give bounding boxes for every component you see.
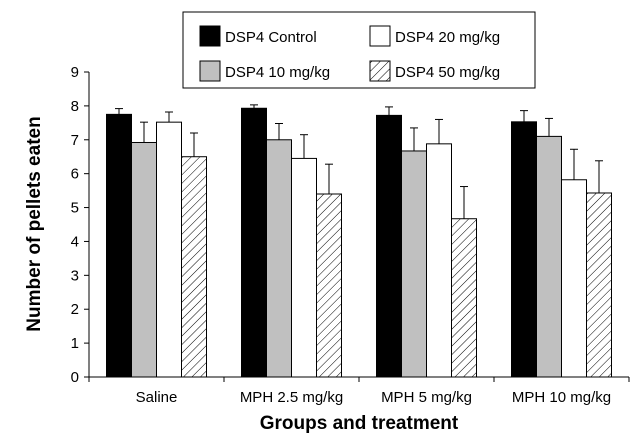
bar: [241, 107, 267, 378]
bar: [266, 139, 292, 378]
y-tick-label: 5: [71, 200, 79, 217]
legend-swatch: [199, 60, 221, 82]
bar: [376, 114, 402, 378]
error-bars: [115, 104, 603, 219]
y-tick-label: 8: [71, 98, 79, 115]
category-label: MPH 5 mg/kg: [381, 389, 472, 406]
bar: [511, 121, 537, 378]
bar: [561, 179, 587, 378]
y-axis-ticks: 0 1 2 3 4 5 6 7 8 9: [71, 64, 89, 386]
bar: [401, 150, 427, 378]
y-tick-label: 7: [71, 132, 79, 149]
category-label: Saline: [136, 389, 178, 406]
y-tick-label: 6: [71, 166, 79, 183]
bar: [586, 192, 612, 378]
bar: [106, 113, 132, 378]
bar: [131, 141, 157, 378]
legend-swatch: [369, 60, 391, 82]
category-label: MPH 2.5 mg/kg: [240, 389, 343, 406]
plot-area: 0 1 2 3 4 5 6 7 8 9 Saline MPH 2.5 mg/kg MPH 5 mg/k…: [71, 64, 630, 406]
y-tick-label: 9: [71, 64, 79, 81]
y-axis-title: Number of pellets eaten: [24, 116, 45, 331]
y-tick-label: 1: [71, 335, 79, 352]
legend: DSP4 Control DSP4 10 mg/kg DSP4 20 mg/kg DS…: [182, 11, 536, 89]
bars: [106, 107, 612, 378]
y-tick-label: 2: [71, 301, 79, 318]
category-label: MPH 10 mg/kg: [512, 389, 611, 406]
bar: [181, 156, 207, 378]
bar: [426, 143, 452, 378]
x-axis-ticks: [88, 377, 630, 382]
legend-label: DSP4 20 mg/kg: [395, 29, 500, 46]
y-tick-label: 4: [71, 233, 79, 250]
bar: [156, 121, 182, 378]
bar: [536, 135, 562, 378]
y-tick-label: 3: [71, 267, 79, 284]
legend-label: DSP4 Control: [225, 29, 317, 46]
y-tick-label: 0: [71, 369, 79, 386]
legend-label: DSP4 50 mg/kg: [395, 64, 500, 81]
bar: [451, 218, 477, 378]
x-axis-title: Groups and treatment: [260, 413, 459, 434]
legend-box: [182, 11, 536, 89]
legend-label: DSP4 10 mg/kg: [225, 64, 330, 81]
legend-swatch: [369, 25, 391, 47]
bar: [291, 157, 317, 378]
legend-swatch: [199, 25, 221, 47]
x-axis-tick-labels: Saline MPH 2.5 mg/kg MPH 5 mg/kg MPH 10 mg/…: [136, 389, 611, 406]
bar: [316, 193, 342, 378]
